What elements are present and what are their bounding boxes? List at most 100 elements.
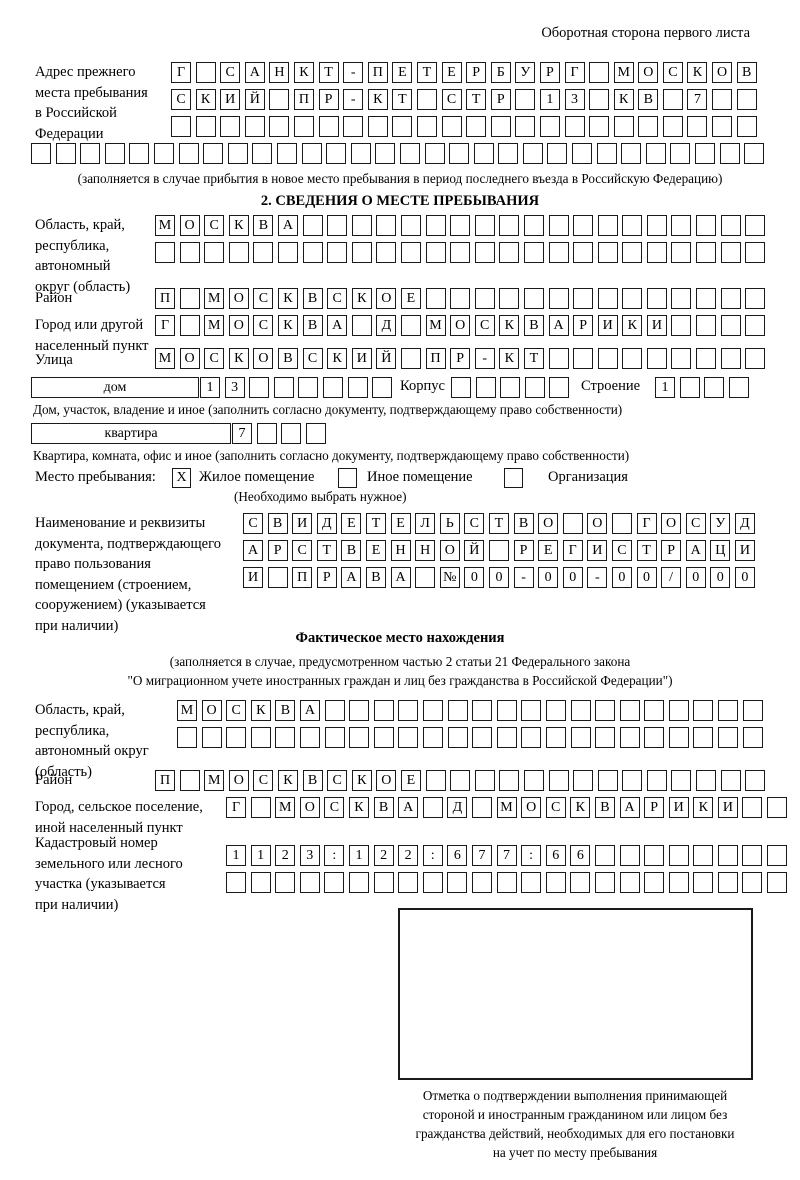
document-cell-10[interactable]: Й xyxy=(464,540,485,561)
section2-district-cell-3[interactable]: М xyxy=(204,288,225,309)
section2-region-cell-10[interactable] xyxy=(376,242,397,263)
section2-region-cell-6[interactable] xyxy=(277,242,298,263)
prev-address-full-cell-7[interactable] xyxy=(178,143,199,164)
prev-address-cell-24[interactable] xyxy=(736,116,757,137)
prev-address-full-cell-13[interactable] xyxy=(326,143,347,164)
actual-region-cell-12[interactable] xyxy=(447,727,468,748)
cadastral-cell-2[interactable] xyxy=(250,872,271,893)
section2-street-cell-12[interactable]: П xyxy=(425,348,446,369)
section2-region-cell-23[interactable] xyxy=(696,215,717,236)
section2-region-cell-16[interactable] xyxy=(523,215,544,236)
cadastral-cell-18[interactable] xyxy=(644,845,665,866)
section2-street-cell-13[interactable]: Р xyxy=(450,348,471,369)
section2-region-cell-4[interactable]: К xyxy=(228,215,249,236)
prev-address-full-cell-22[interactable] xyxy=(547,143,568,164)
section2-district-cell-14[interactable] xyxy=(474,288,495,309)
section2-region-cell-11[interactable] xyxy=(400,215,421,236)
actual-city-cell-7[interactable]: В xyxy=(373,797,394,818)
cadastral-cell-4[interactable] xyxy=(299,872,320,893)
document-cell-21[interactable]: Д xyxy=(734,513,755,534)
document-cell-11[interactable]: 0 xyxy=(488,567,509,588)
section2-city-cell-25[interactable] xyxy=(745,315,766,336)
actual-region-cell-7[interactable] xyxy=(324,700,345,721)
section2-street-cell-23[interactable] xyxy=(696,348,717,369)
actual-city-cell-13[interactable]: О xyxy=(521,797,542,818)
korpus-cell-2[interactable] xyxy=(475,377,496,398)
actual-district-cell-21[interactable] xyxy=(646,770,667,791)
actual-region-cell-18[interactable] xyxy=(595,727,616,748)
house-cell-4[interactable] xyxy=(273,377,294,398)
korpus-cell-1[interactable] xyxy=(451,377,471,398)
cadastral-cell-12[interactable]: 7 xyxy=(496,845,517,866)
document-cell-3[interactable]: П xyxy=(292,567,313,588)
section2-city-cell-2[interactable] xyxy=(179,315,200,336)
cadastral-cell-18[interactable] xyxy=(644,872,665,893)
section2-region-cell-12[interactable] xyxy=(425,215,446,236)
actual-district-cell-18[interactable] xyxy=(573,770,594,791)
actual-region-cell-10[interactable] xyxy=(398,727,419,748)
actual-city-cell-17[interactable]: А xyxy=(619,797,640,818)
prev-address-full-cell-30[interactable] xyxy=(744,143,765,164)
prev-address-cell-11[interactable] xyxy=(416,116,437,137)
cadastral-cell-7[interactable] xyxy=(373,872,394,893)
actual-region-cell-7[interactable] xyxy=(324,727,345,748)
section2-region-cell-17[interactable] xyxy=(548,215,569,236)
document-cell-13[interactable]: О xyxy=(538,513,559,534)
prev-address-cell-7[interactable] xyxy=(318,116,339,137)
section2-region-cell-14[interactable] xyxy=(474,215,495,236)
cadastral-cell-2[interactable]: 1 xyxy=(250,845,271,866)
section2-region-cell-9[interactable] xyxy=(351,215,372,236)
document-cell-14[interactable]: Г xyxy=(562,540,583,561)
document-cell-14[interactable] xyxy=(562,513,583,534)
confirmation-stamp-box[interactable] xyxy=(398,908,753,1080)
actual-city-cell-9[interactable] xyxy=(422,797,443,818)
document-row-3[interactable]: И П Р А В А № 0 0-0 0-0 0/0 0 0 xyxy=(243,567,755,588)
prev-address-cell-8[interactable] xyxy=(343,116,364,137)
section2-district-cell-24[interactable] xyxy=(720,288,741,309)
cadastral-cell-8[interactable]: 2 xyxy=(398,845,419,866)
prev-address-cell-20[interactable]: В xyxy=(638,89,659,110)
section2-city-cell-22[interactable] xyxy=(671,315,692,336)
actual-region-cell-8[interactable] xyxy=(349,727,370,748)
section2-region-cell-19[interactable] xyxy=(597,242,618,263)
prev-address-cell-7[interactable]: Т xyxy=(318,62,339,83)
prev-address-cell-2[interactable] xyxy=(195,116,216,137)
section2-street-cell-18[interactable] xyxy=(573,348,594,369)
prev-address-cell-22[interactable]: К xyxy=(687,62,708,83)
document-cell-4[interactable]: Т xyxy=(316,540,337,561)
document-cell-11[interactable]: Т xyxy=(488,513,509,534)
section2-region-cell-10[interactable] xyxy=(376,215,397,236)
section2-city-cell-7[interactable]: В xyxy=(302,315,323,336)
section2-region-cell-8[interactable] xyxy=(327,242,348,263)
prev-address-cell-12[interactable]: Е xyxy=(441,62,462,83)
section2-region-cell-8[interactable] xyxy=(327,215,348,236)
document-cell-16[interactable]: С xyxy=(611,540,632,561)
section2-street-cell-5[interactable]: О xyxy=(253,348,274,369)
prev-address-full-cell-19[interactable] xyxy=(473,143,494,164)
section2-district-cell-25[interactable] xyxy=(745,288,766,309)
prev-address-cell-4[interactable]: Й xyxy=(244,89,265,110)
section2-region-cell-14[interactable] xyxy=(474,242,495,263)
actual-district-cell-3[interactable]: М xyxy=(204,770,225,791)
cadastral-cell-8[interactable] xyxy=(398,872,419,893)
actual-district-cell-2[interactable] xyxy=(179,770,200,791)
house-cell-8[interactable] xyxy=(372,377,393,398)
prev-address-cell-3[interactable]: И xyxy=(220,89,241,110)
document-cell-5[interactable]: В xyxy=(341,540,362,561)
prev-address-cell-21[interactable]: С xyxy=(662,62,683,83)
house-cell-1[interactable]: 1 xyxy=(200,377,220,398)
house-cell-6[interactable] xyxy=(322,377,343,398)
actual-city-cell-19[interactable]: И xyxy=(668,797,689,818)
cadastral-cell-17[interactable] xyxy=(619,845,640,866)
section2-district-cell-18[interactable] xyxy=(573,288,594,309)
document-cell-10[interactable]: 0 xyxy=(464,567,485,588)
prev-address-cell-23[interactable] xyxy=(712,116,733,137)
actual-region-cell-8[interactable] xyxy=(349,700,370,721)
cadastral-cell-5[interactable]: : xyxy=(324,845,345,866)
document-cell-13[interactable]: 0 xyxy=(538,567,559,588)
document-cell-7[interactable]: Е xyxy=(390,513,411,534)
section2-city-cell-17[interactable]: А xyxy=(548,315,569,336)
section2-region-cell-3[interactable] xyxy=(204,242,225,263)
prev-address-cell-1[interactable] xyxy=(171,116,191,137)
